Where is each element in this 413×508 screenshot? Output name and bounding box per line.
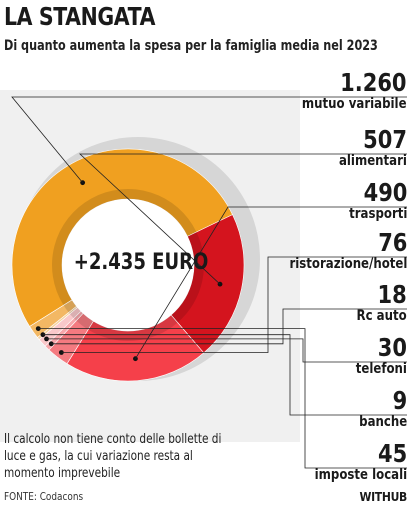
leader-line [61,256,407,353]
donut-slice-inner-shade [69,307,81,319]
leader-line [78,153,407,285]
slice-label: 30 telefoni [356,335,407,378]
slice-category: trasporti [348,206,407,222]
leader-line [46,338,407,363]
slice-label: 45 imposte locali [314,441,407,484]
leader-line [51,308,407,345]
slice-label: 9 banche [359,388,407,431]
slice-label: 507 alimentari [339,127,407,170]
donut-slice-inner-shade [76,313,94,330]
leader-line [135,206,407,359]
leader-line [38,328,407,469]
slice-value: 1.260 [340,68,407,97]
slice-category: telefoni [355,361,407,377]
slice-category: alimentari [339,153,407,169]
leader-line [11,96,407,183]
slice-category: mutuo variabile [302,96,407,112]
donut-slice-inner-shade [73,311,84,321]
slice-category: Rc auto [356,308,407,324]
donut-slice-inner-shade [68,306,78,314]
leader-line [42,334,407,416]
donut-center-total: +2.435 EURO [73,250,209,275]
slice-value: 18 [377,280,407,309]
slice-value: 490 [363,178,407,207]
footnote: Il calcolo non tiene conto delle bollett… [4,432,222,481]
slice-label: 490 trasporti [349,180,407,223]
slice-value: 9 [392,386,407,415]
slice-category: banche [358,414,407,430]
slice-label: 76 ristorazione/hotel [289,230,407,273]
slice-category: ristorazione/hotel [289,256,407,272]
slice-label: 18 Rc auto [357,282,407,325]
donut-hole [62,199,194,331]
slice-value: 30 [377,333,407,362]
page-title: LA STANGATA [4,2,156,31]
donut-slice-inner-shade [63,299,77,313]
donut-slice-inner-shade [171,232,205,323]
source-credit: FONTE: Codacons [4,490,84,503]
slice-value: 76 [377,228,407,257]
donut-slice-inner-shade [52,189,197,306]
slice-value: 45 [377,439,407,468]
brand-logo: WITHUB [359,490,407,504]
slice-category: imposte locali [314,467,407,483]
page-subtitle: Di quanto aumenta la spesa per la famigl… [4,38,378,54]
leader-dot [35,326,41,332]
slice-label: 1.260 mutuo variabile [302,70,407,113]
leader-dot [48,341,54,347]
slice-value: 507 [363,125,407,154]
